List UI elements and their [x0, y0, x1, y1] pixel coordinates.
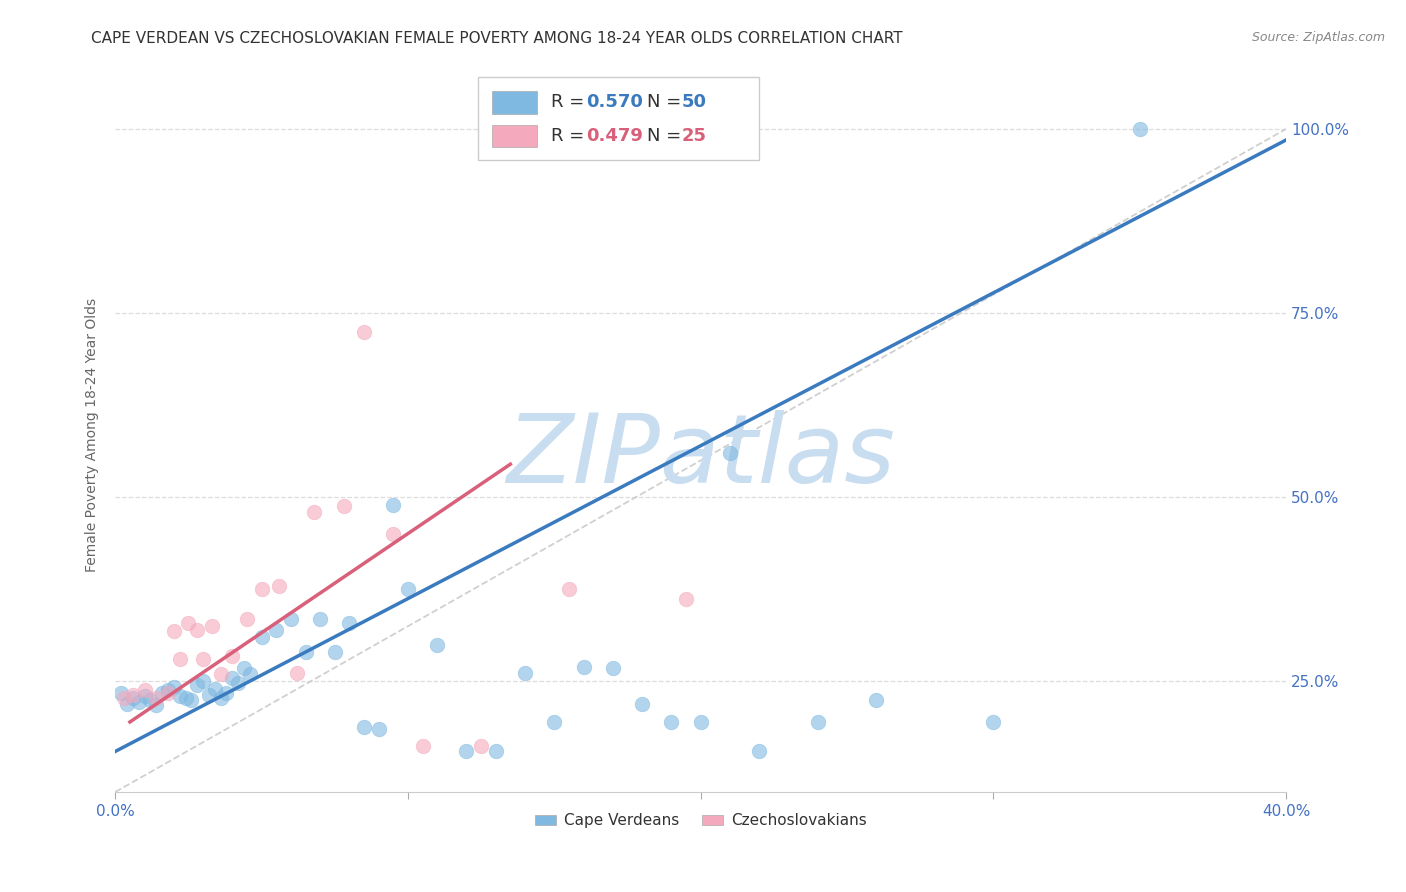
- Text: N =: N =: [647, 94, 686, 112]
- Point: [169, 689, 191, 703]
- Point: [221, 648, 243, 663]
- Point: [163, 681, 186, 695]
- Point: [233, 661, 256, 675]
- Point: [339, 615, 361, 630]
- Point: [1129, 122, 1152, 136]
- Point: [191, 652, 214, 666]
- Point: [675, 591, 697, 606]
- Point: [156, 683, 179, 698]
- Text: R =: R =: [551, 94, 589, 112]
- Point: [139, 693, 162, 707]
- Point: [239, 667, 262, 681]
- Text: R =: R =: [551, 127, 589, 145]
- Point: [150, 685, 173, 699]
- Point: [204, 681, 226, 696]
- Point: [304, 505, 326, 519]
- Point: [198, 688, 221, 702]
- Point: [412, 739, 434, 754]
- Point: [250, 630, 273, 644]
- Point: [396, 582, 419, 597]
- Point: [221, 671, 243, 685]
- Point: [807, 714, 830, 729]
- Point: [602, 661, 624, 675]
- Point: [426, 638, 449, 652]
- Point: [353, 720, 375, 734]
- Legend: Cape Verdeans, Czechoslovakians: Cape Verdeans, Czechoslovakians: [529, 807, 873, 834]
- Point: [201, 619, 224, 633]
- Point: [174, 690, 197, 705]
- Point: [485, 744, 508, 758]
- Point: [134, 689, 156, 703]
- Point: [110, 685, 132, 699]
- Bar: [492, 91, 537, 114]
- Bar: [492, 125, 537, 147]
- Point: [191, 674, 214, 689]
- Point: [186, 678, 208, 692]
- Point: [456, 744, 478, 758]
- Point: [718, 446, 741, 460]
- Point: [121, 690, 143, 705]
- Point: [309, 612, 332, 626]
- Point: [209, 667, 232, 681]
- Text: 0.479: 0.479: [586, 127, 643, 145]
- Point: [332, 499, 354, 513]
- Point: [382, 527, 405, 541]
- Point: [121, 688, 143, 702]
- Point: [186, 623, 208, 637]
- Point: [264, 623, 287, 637]
- Point: [134, 683, 156, 698]
- Point: [513, 665, 536, 680]
- Point: [294, 645, 316, 659]
- Point: [156, 685, 179, 699]
- FancyBboxPatch shape: [478, 78, 759, 160]
- Point: [470, 739, 492, 754]
- Point: [285, 665, 308, 680]
- Point: [659, 714, 682, 729]
- Point: [250, 582, 273, 597]
- Text: Source: ZipAtlas.com: Source: ZipAtlas.com: [1251, 31, 1385, 45]
- Point: [163, 624, 186, 639]
- Point: [748, 744, 770, 758]
- Point: [631, 697, 654, 711]
- Point: [145, 698, 167, 712]
- Point: [180, 693, 202, 707]
- Text: 50: 50: [682, 94, 707, 112]
- Point: [115, 697, 138, 711]
- Text: N =: N =: [647, 127, 686, 145]
- Point: [280, 612, 302, 626]
- Point: [209, 690, 232, 705]
- Point: [169, 652, 191, 666]
- Point: [865, 693, 887, 707]
- Text: 0.570: 0.570: [586, 94, 643, 112]
- Point: [215, 685, 238, 699]
- Point: [367, 723, 389, 737]
- Point: [572, 659, 595, 673]
- Point: [128, 695, 150, 709]
- Y-axis label: Female Poverty Among 18-24 Year Olds: Female Poverty Among 18-24 Year Olds: [86, 298, 100, 572]
- Point: [236, 612, 259, 626]
- Point: [323, 645, 346, 659]
- Point: [145, 690, 167, 705]
- Point: [981, 714, 1004, 729]
- Point: [689, 714, 711, 729]
- Point: [558, 582, 581, 597]
- Point: [543, 714, 565, 729]
- Point: [382, 498, 405, 512]
- Text: 25: 25: [682, 127, 707, 145]
- Point: [177, 615, 200, 630]
- Point: [269, 579, 291, 593]
- Point: [226, 676, 249, 690]
- Text: CAPE VERDEAN VS CZECHOSLOVAKIAN FEMALE POVERTY AMONG 18-24 YEAR OLDS CORRELATION: CAPE VERDEAN VS CZECHOSLOVAKIAN FEMALE P…: [91, 31, 903, 46]
- Point: [112, 690, 135, 705]
- Text: ZIPatlas: ZIPatlas: [506, 409, 896, 502]
- Point: [353, 325, 375, 339]
